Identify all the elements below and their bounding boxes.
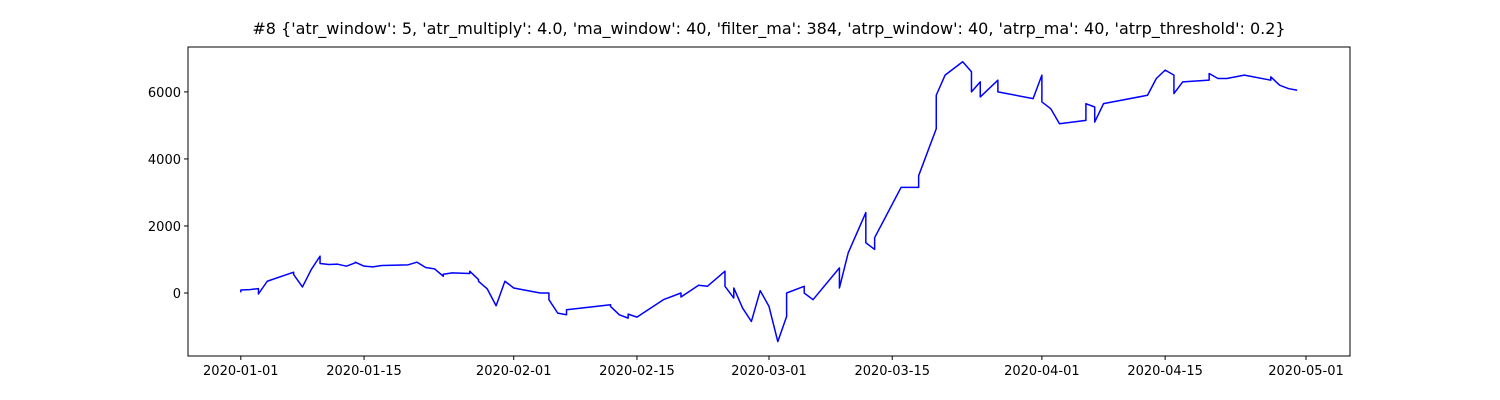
y-tick-label: 2000 <box>148 220 181 235</box>
y-tick-label: 0 <box>173 287 181 302</box>
x-tick-label: 2020-05-01 <box>1268 364 1344 379</box>
x-tick-label: 2020-01-15 <box>326 364 402 379</box>
x-tick-label: 2020-02-01 <box>476 364 552 379</box>
y-tick-label: 4000 <box>148 153 181 168</box>
chart-title: #8 {'atr_window': 5, 'atr_multiply': 4.0… <box>252 19 1285 39</box>
x-tick-label: 2020-04-01 <box>1004 364 1080 379</box>
line <box>240 61 1298 343</box>
x-tick-label: 2020-03-01 <box>731 364 807 379</box>
y-tick-label: 6000 <box>148 86 181 101</box>
x-tick-label: 2020-01-01 <box>203 364 279 379</box>
x-tick-label: 2020-04-15 <box>1127 364 1203 379</box>
x-tick-label: 2020-02-15 <box>599 364 675 379</box>
plot-frame <box>187 46 1351 357</box>
x-tick-label: 2020-03-15 <box>854 364 930 379</box>
